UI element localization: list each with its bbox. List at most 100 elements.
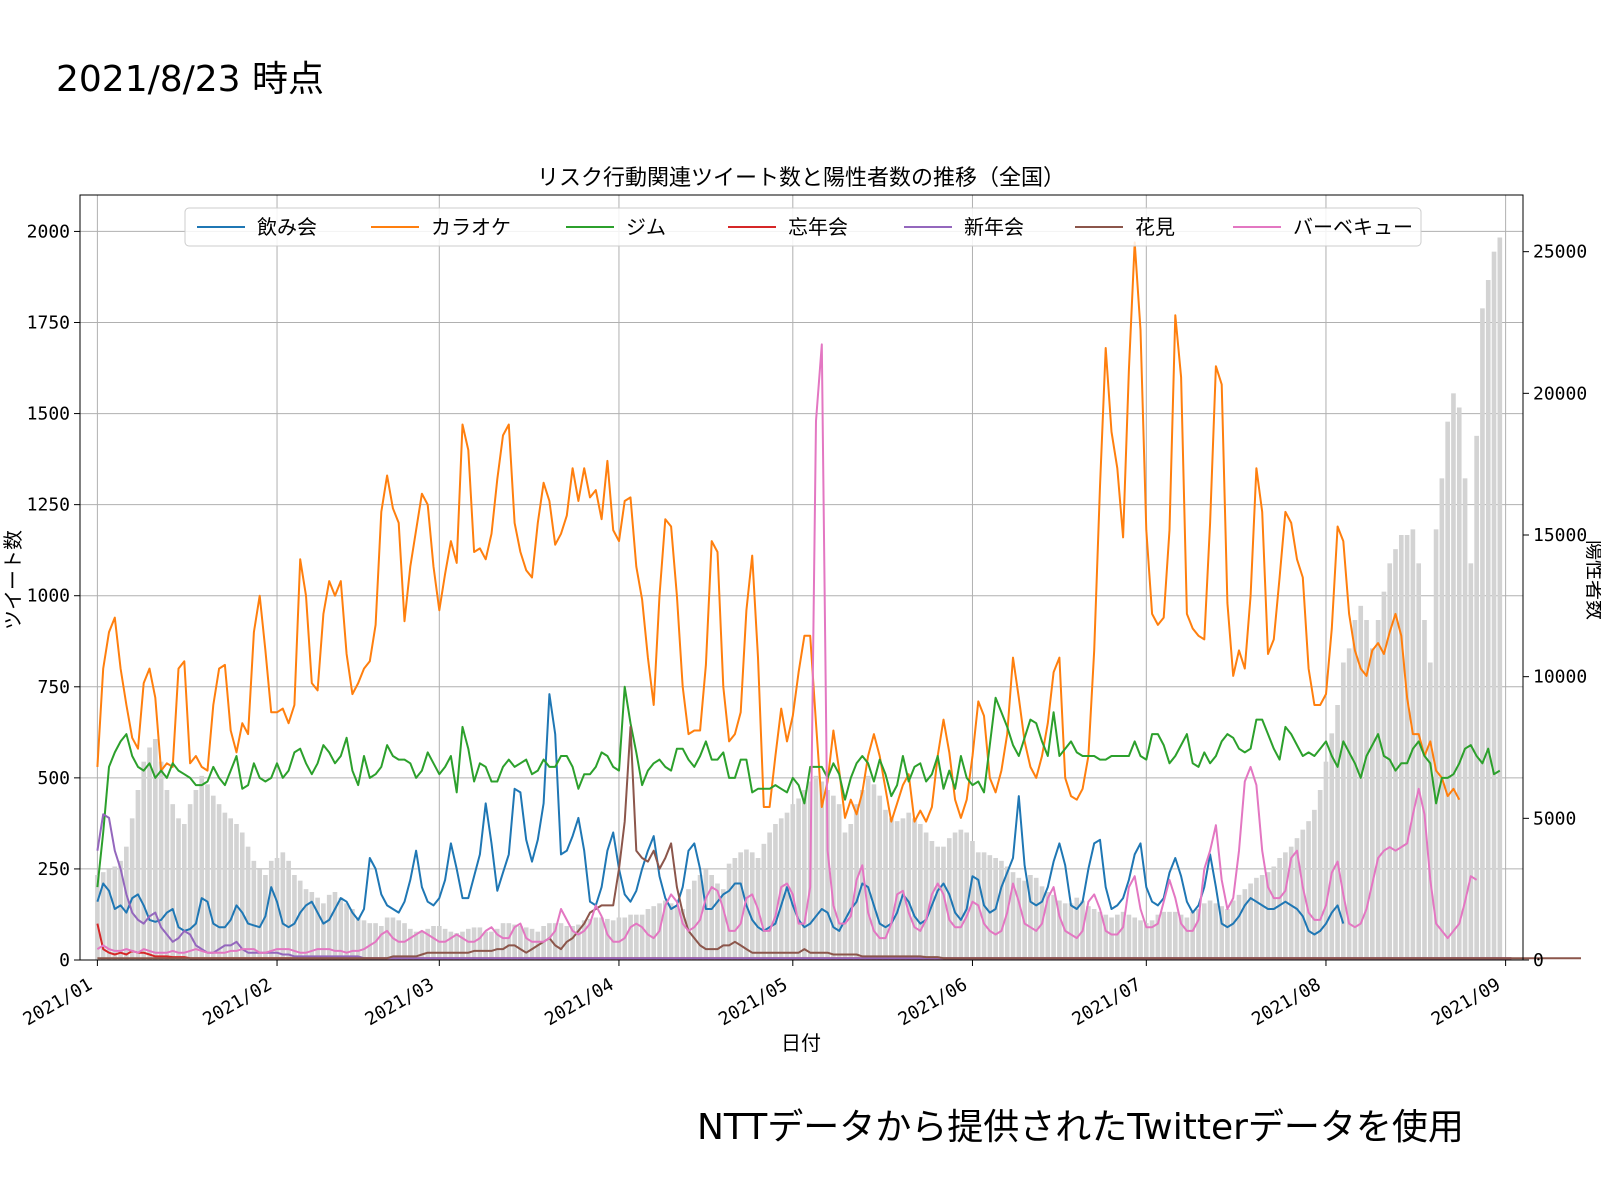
- legend-label: 忘年会: [788, 215, 848, 239]
- bar: [1074, 897, 1080, 960]
- bar: [112, 866, 118, 960]
- bar: [210, 795, 216, 960]
- bar: [1416, 563, 1422, 960]
- bar: [1184, 917, 1190, 960]
- bar: [1161, 911, 1167, 960]
- footer-note: NTTデータから提供されたTwitterデータを使用: [697, 1107, 1464, 1148]
- bar: [1468, 563, 1474, 960]
- bar: [1277, 858, 1282, 960]
- bar: [523, 927, 529, 960]
- bar: [274, 858, 280, 960]
- series-line-カラオケ: [96, 241, 1461, 823]
- bar: [344, 903, 349, 960]
- bar: [605, 918, 610, 960]
- bar: [1427, 662, 1433, 960]
- bar: [396, 920, 402, 960]
- bar: [1294, 838, 1300, 960]
- bar: [1451, 393, 1456, 960]
- bar: [1219, 906, 1224, 960]
- x-tick-label: 2021/03: [362, 974, 438, 1030]
- bar: [802, 790, 807, 960]
- bar: [1138, 920, 1143, 960]
- bar: [292, 875, 297, 960]
- legend-label: 花見: [1135, 215, 1175, 239]
- bar: [100, 872, 106, 960]
- bar: [367, 923, 373, 960]
- bar: [460, 931, 465, 960]
- bar: [1143, 923, 1149, 960]
- bar: [176, 818, 181, 960]
- bar: [1254, 877, 1259, 960]
- bar: [1485, 280, 1491, 960]
- bar: [1265, 872, 1271, 960]
- bar: [1126, 914, 1132, 960]
- bar: [1312, 809, 1317, 960]
- bar: [518, 926, 523, 960]
- bar: [1480, 308, 1485, 960]
- bar: [668, 903, 674, 960]
- bar: [773, 824, 778, 960]
- bar: [483, 931, 488, 960]
- bar: [297, 880, 303, 960]
- page-heading: 2021/8/23 時点: [56, 59, 325, 100]
- y-tick-label: 500: [37, 768, 70, 789]
- bar: [912, 818, 917, 960]
- bar: [599, 917, 604, 960]
- bar: [477, 927, 483, 960]
- bar: [506, 923, 512, 960]
- bar: [489, 931, 494, 960]
- y-tick-label: 1250: [27, 495, 70, 516]
- legend-label: カラオケ: [431, 215, 511, 239]
- bar: [1271, 866, 1277, 960]
- bar: [436, 926, 442, 960]
- bar: [587, 918, 593, 960]
- bar: [732, 858, 738, 960]
- bar: [552, 923, 558, 960]
- bar: [135, 790, 141, 960]
- bar: [529, 928, 535, 960]
- bar: [379, 926, 384, 960]
- bar: [1364, 620, 1369, 960]
- bar: [1346, 648, 1352, 960]
- bar: [970, 841, 975, 960]
- bar: [1410, 529, 1416, 960]
- bar: [181, 824, 187, 960]
- bar: [848, 824, 854, 960]
- bar: [709, 875, 714, 960]
- bar: [442, 928, 448, 960]
- y2-tick-label: 5000: [1533, 808, 1576, 829]
- y2-tick-label: 0: [1533, 950, 1544, 971]
- bar: [871, 784, 877, 960]
- legend-label: バーベキュー: [1293, 215, 1413, 239]
- bar: [193, 790, 199, 960]
- y-axis-right: 0 5000 10000 15000 20000 25000: [1523, 242, 1587, 971]
- legend-box: [184, 207, 1422, 247]
- series-line-花見: [97, 725, 1581, 960]
- x-tick-label: 2021/05: [715, 974, 791, 1030]
- bar: [1306, 821, 1311, 960]
- bar: [836, 804, 842, 960]
- y-tick-label: 1750: [27, 313, 70, 334]
- bar: [1230, 900, 1236, 960]
- bar: [790, 804, 796, 960]
- bar: [842, 832, 848, 960]
- bar: [1398, 535, 1404, 960]
- bar: [251, 860, 257, 960]
- bar: [1248, 883, 1253, 960]
- y2-tick-label: 10000: [1533, 667, 1587, 688]
- bar: [860, 790, 865, 960]
- bar: [1381, 591, 1387, 960]
- bar: [726, 863, 732, 960]
- bar: [350, 909, 355, 960]
- bar: [1474, 435, 1479, 960]
- bar: [268, 860, 274, 960]
- bar: [1213, 903, 1219, 960]
- bar: [500, 923, 506, 960]
- bar: [147, 747, 152, 960]
- bar: [1178, 914, 1184, 960]
- bar: [286, 860, 291, 960]
- bar: [408, 928, 413, 960]
- bar: [106, 869, 112, 960]
- bar: [767, 832, 772, 960]
- bar: [1288, 846, 1294, 960]
